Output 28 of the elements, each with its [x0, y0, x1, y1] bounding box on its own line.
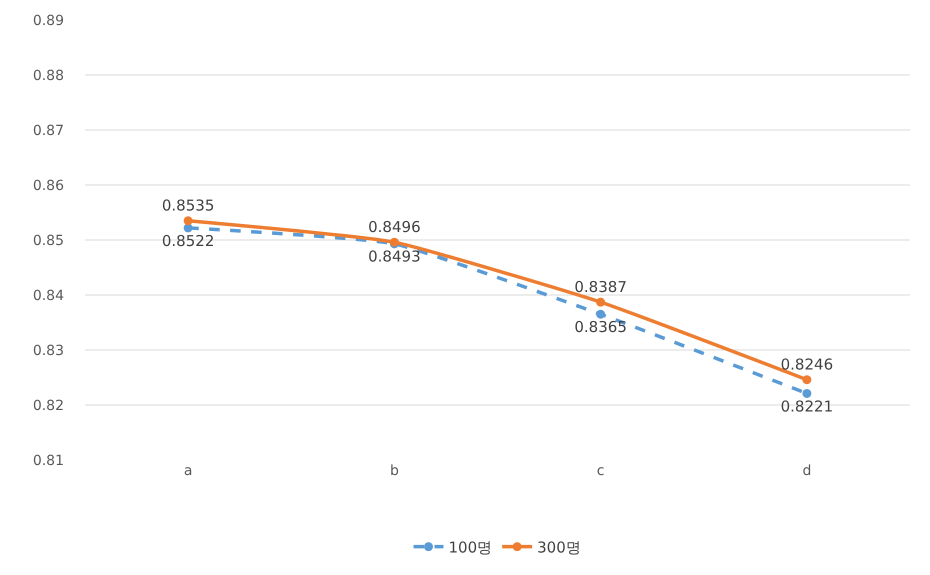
data-label: 0.8221: [780, 397, 834, 416]
data-label: 0.8535: [162, 196, 214, 214]
y-tick-label: 0.86: [32, 178, 64, 194]
legend-label: 100명: [448, 538, 492, 556]
y-tick-label: 0.82: [32, 398, 64, 414]
point: [596, 298, 606, 307]
x-tick-label: a: [184, 463, 192, 479]
point: [596, 310, 606, 319]
x-tick-label: c: [596, 463, 604, 479]
x-tick-label: b: [390, 463, 399, 479]
y-tick-label: 0.83: [32, 342, 64, 359]
data-label: 0.8246: [780, 355, 834, 374]
legend-label: 300명: [537, 538, 581, 556]
data-label: 0.8522: [162, 232, 214, 250]
y-tick-label: 0.87: [32, 122, 64, 139]
point: [802, 388, 812, 398]
y-tick-label: 0.89: [32, 12, 64, 29]
point: [184, 216, 193, 226]
data-label: 0.8365: [574, 318, 627, 336]
y-tick-label: 0.88: [32, 68, 64, 84]
point: [802, 375, 812, 384]
data-label: 0.8496: [368, 218, 421, 236]
y-tick-label: 0.84: [32, 288, 64, 304]
data-label: 0.8387: [574, 278, 627, 296]
y-tick-label: 0.85: [32, 232, 64, 249]
x-tick-label: d: [802, 463, 812, 479]
y-tick-label: 0.81: [32, 452, 64, 469]
data-label: 0.8493: [368, 248, 421, 266]
